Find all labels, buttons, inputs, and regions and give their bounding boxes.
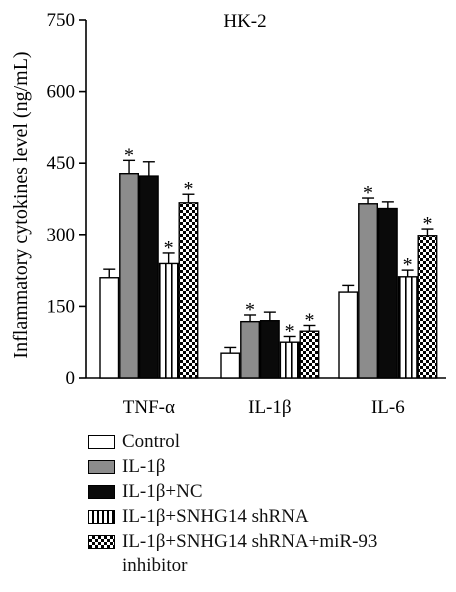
significance-1-1: * [245,299,255,321]
bar-2-4 [417,235,438,379]
legend-item-shrna-inhibitor: IL-1β+SNHG14 shRNA+miR-93 inhibitor [86,530,452,576]
legend-swatch-shrna [88,510,115,524]
legend-label-il1b-nc: IL-1β+NC [122,481,203,502]
significance-2-3: * [403,254,413,276]
legend-item-il1b: IL-1β [86,455,452,480]
legend-item-shrna: IL-1β+SNHG14 shRNA [86,505,452,530]
bar-0-3 [158,262,179,379]
significance-0-3: * [164,237,174,259]
bar-0-4 [178,202,199,379]
legend-swatch-il1b [88,460,115,474]
significance-0-4: * [183,178,193,200]
legend-label-continuation: inhibitor [122,555,188,576]
bar-2-2 [377,207,398,379]
y-tick-label-750: 750 [47,10,76,31]
bar-1-4 [299,330,320,379]
bar-0-2 [138,175,159,379]
bar-1-2 [259,320,280,379]
legend-swatch-shrna-inhibitor [88,535,115,549]
legend: Control IL-1β IL-1β+NC IL-1β+SNHG14 shRN… [86,430,452,576]
legend-item-control: Control [86,430,452,455]
significance-1-4: * [304,309,314,331]
y-tick-label-600: 600 [47,82,76,103]
bar-1-3 [279,341,300,379]
significance-0-1: * [124,144,134,166]
plot-area: 0 150 300 450 600 750 * * * TNF-α * * * IL-1β * * * IL-6 [47,10,446,418]
x-tick-label-2: IL-6 [371,397,405,418]
legend-item-il1b-nc: IL-1β+NC [86,480,452,505]
legend-label-control: Control [122,431,181,452]
bar-1-0 [220,352,241,379]
legend-label-shrna-inhibitor: IL-1β+SNHG14 shRNA+miR-93 [122,531,378,552]
chart-title: HK-2 [223,11,266,32]
legend-swatch-control [88,435,115,449]
bar-0-0 [99,277,120,379]
significance-2-4: * [422,213,432,235]
legend-label-shrna: IL-1β+SNHG14 shRNA [122,506,309,527]
y-axis-label: Inflammatory cytokines level (ng/mL) [10,51,32,358]
legend-label-il1b: IL-1β [122,456,166,477]
legend-swatch-il1b-nc [88,485,115,499]
bar-1-1 [240,320,261,379]
y-tick-label-450: 450 [47,153,76,174]
bar-2-0 [338,291,359,379]
y-tick-label-300: 300 [47,225,76,246]
y-tick-label-0: 0 [66,368,76,389]
bar-0-1 [119,173,140,379]
significance-1-3: * [285,320,295,342]
y-tick-label-150: 150 [47,296,76,317]
significance-2-1: * [363,182,373,204]
x-tick-label-1: IL-1β [248,397,291,418]
bar-2-3 [397,276,418,379]
bar-2-1 [358,203,378,379]
bar-chart: HK-2 Inflammatory cytokines level (ng/mL… [10,10,446,418]
x-tick-label-0: TNF-α [123,397,175,418]
